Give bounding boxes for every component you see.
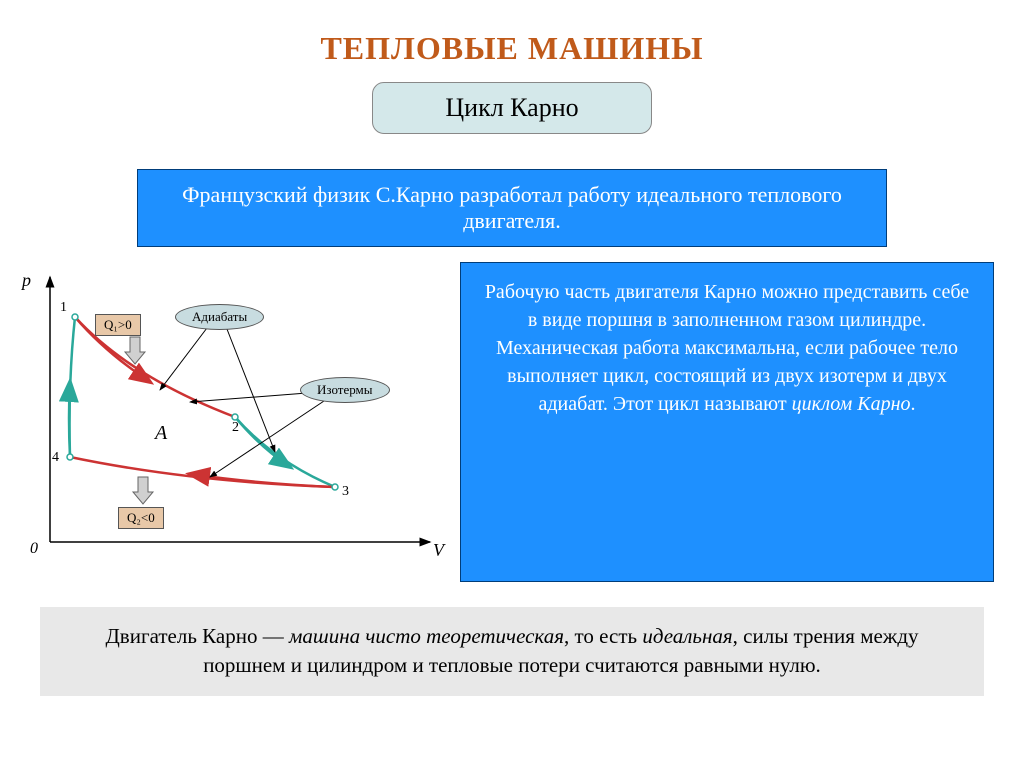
point-3 bbox=[332, 484, 338, 490]
point-4 bbox=[67, 454, 73, 460]
carnot-diagram: p V 0 1 2 3 4 A Адиабаты Изотермы Q₁>0 Q… bbox=[10, 262, 450, 582]
subtitle-box: Цикл Карно bbox=[372, 82, 652, 134]
anno-arrow-1 bbox=[160, 324, 210, 390]
point-3-label: 3 bbox=[342, 484, 349, 500]
isotherm-label: Изотермы bbox=[300, 377, 390, 403]
description-period: . bbox=[911, 393, 916, 415]
point-4-label: 4 bbox=[52, 450, 59, 466]
main-title: ТЕПЛОВЫЕ МАШИНЫ bbox=[0, 0, 1024, 67]
point-1-label: 1 bbox=[60, 300, 67, 316]
point-2-label: 2 bbox=[232, 420, 239, 436]
v-axis-label: V bbox=[433, 540, 444, 561]
adiabat-41-arrow bbox=[69, 382, 70, 457]
q2-box: Q₂<0 bbox=[118, 507, 164, 529]
q1-box: Q₁>0 bbox=[95, 314, 141, 336]
intro-box: Французский физик С.Карно разработал раб… bbox=[137, 169, 887, 247]
bottom-italic1: машина чисто теоретическая bbox=[289, 624, 564, 648]
q1-arrow-icon bbox=[125, 337, 145, 364]
bottom-note: Двигатель Карно — машина чисто теоретиче… bbox=[40, 607, 984, 696]
center-a-label: A bbox=[155, 422, 167, 445]
lower-section: p V 0 1 2 3 4 A Адиабаты Изотермы Q₁>0 Q… bbox=[0, 262, 1024, 582]
anno-arrow-4 bbox=[210, 397, 330, 477]
bottom-mid: , то есть bbox=[564, 624, 642, 648]
origin-label: 0 bbox=[30, 540, 38, 558]
bottom-italic2: идеальная bbox=[642, 624, 732, 648]
point-1 bbox=[72, 314, 78, 320]
isotherm-34 bbox=[70, 457, 335, 487]
adiabat-label: Адиабаты bbox=[175, 304, 264, 330]
bottom-prefix: Двигатель Карно — bbox=[105, 624, 288, 648]
p-axis-label: p bbox=[22, 270, 31, 291]
description-box: Рабочую часть двигателя Карно можно пред… bbox=[460, 262, 994, 582]
q2-arrow-icon bbox=[133, 477, 153, 504]
description-italic: циклом Карно bbox=[792, 393, 911, 415]
